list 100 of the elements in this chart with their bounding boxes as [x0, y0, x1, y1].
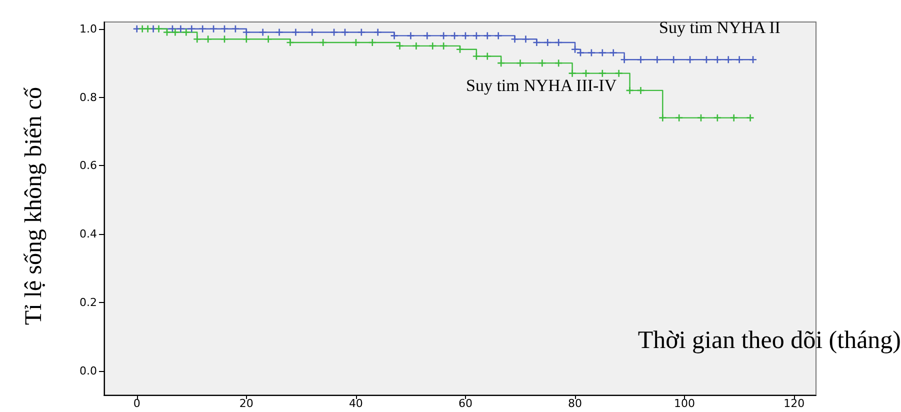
point	[568, 69, 576, 78]
point	[522, 34, 530, 44]
x-tick-label: 60	[458, 397, 472, 410]
point	[554, 58, 563, 68]
point	[620, 55, 628, 64]
point	[614, 69, 623, 78]
point	[686, 55, 694, 64]
point	[472, 52, 481, 60]
point	[176, 24, 185, 33]
point	[746, 114, 754, 122]
point	[264, 34, 272, 44]
point	[231, 24, 240, 33]
x-tick-label: 80	[568, 397, 582, 410]
point	[439, 42, 448, 50]
point	[330, 28, 338, 36]
point	[461, 32, 470, 40]
point	[636, 86, 645, 95]
y-tick-label: 0.6	[80, 159, 97, 172]
point	[428, 42, 437, 50]
point	[390, 32, 398, 40]
point	[192, 34, 202, 44]
point	[538, 58, 546, 68]
point	[318, 38, 328, 47]
point	[735, 55, 744, 64]
point	[483, 32, 492, 40]
x-tick-label: 20	[239, 397, 254, 410]
point	[242, 28, 251, 36]
point	[286, 38, 294, 47]
y-axis-title: Tỉ lệ sống không biến cố	[21, 87, 47, 325]
point	[162, 28, 172, 36]
point	[483, 52, 492, 60]
point	[209, 24, 218, 33]
point	[626, 86, 634, 95]
point	[510, 34, 519, 44]
point	[396, 42, 404, 50]
point	[543, 38, 552, 47]
point	[609, 48, 618, 57]
point	[352, 38, 360, 47]
point	[696, 114, 706, 122]
point	[748, 55, 758, 64]
y-tick-label: 0.4	[80, 228, 97, 241]
point	[204, 34, 212, 44]
point	[182, 28, 190, 36]
point	[292, 28, 300, 36]
series-label: Suy tim NYHA III-IV	[466, 76, 618, 95]
point	[220, 34, 229, 44]
point	[340, 28, 350, 36]
point	[308, 28, 316, 36]
point	[456, 45, 464, 54]
point	[368, 38, 377, 47]
point	[242, 34, 251, 44]
point	[220, 24, 229, 33]
point	[422, 32, 432, 40]
series-label: Suy tim NYHA II	[659, 18, 781, 38]
point	[653, 55, 662, 64]
point	[494, 32, 502, 40]
point	[669, 55, 678, 64]
point	[412, 42, 420, 50]
point	[154, 24, 163, 33]
point	[713, 55, 722, 64]
x-axis-title: Thời gian theo dõi (tháng)	[638, 327, 901, 354]
point	[472, 32, 481, 40]
point	[132, 24, 142, 33]
x-tick-label: 0	[133, 397, 140, 410]
point	[357, 28, 366, 36]
point	[516, 58, 524, 68]
x-tick-label: 100	[674, 397, 696, 410]
point	[149, 24, 158, 33]
y-tick-label: 1.0	[80, 22, 97, 36]
point	[406, 32, 415, 40]
point	[450, 32, 459, 40]
point	[496, 58, 506, 68]
point	[258, 28, 267, 36]
point	[674, 114, 684, 122]
point	[138, 24, 146, 33]
point	[582, 69, 590, 78]
point	[187, 24, 196, 33]
point	[587, 48, 596, 57]
point	[636, 55, 645, 64]
point	[374, 28, 382, 36]
point	[702, 55, 711, 64]
point	[713, 114, 722, 122]
x-tick-label: 40	[348, 397, 363, 410]
point	[724, 55, 733, 64]
point	[171, 28, 180, 36]
point	[658, 114, 667, 122]
point	[598, 48, 607, 57]
point	[598, 69, 607, 78]
y-tick-label: 0.0	[80, 364, 97, 378]
point	[730, 114, 738, 122]
point	[144, 24, 152, 33]
point	[198, 24, 207, 33]
point	[554, 38, 563, 47]
point	[275, 28, 284, 36]
x-tick-label: 120	[784, 397, 805, 410]
y-tick-label: 0.8	[80, 90, 97, 104]
point	[168, 24, 177, 33]
point	[439, 32, 448, 40]
y-tick-label: 0.2	[80, 296, 97, 310]
point	[532, 38, 541, 47]
